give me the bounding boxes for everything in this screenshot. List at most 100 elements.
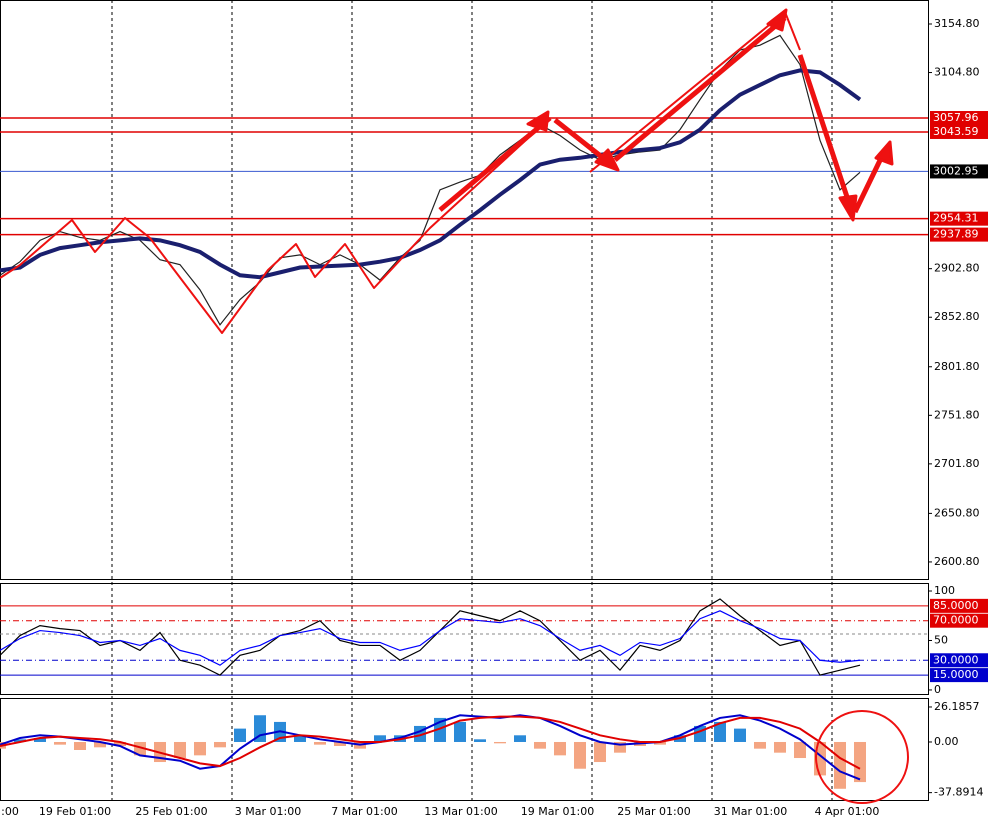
x-tick-label: :00 [1, 805, 19, 818]
annotations [0, 8, 909, 804]
time-separators [111, 0, 833, 800]
level-label: 30.0000 [933, 653, 979, 666]
level-label: 3002.95 [933, 164, 979, 177]
level-label: 2954.31 [933, 212, 979, 225]
x-tick-label: 25 Feb 01:00 [135, 805, 207, 818]
x-tick-label: 7 Mar 01:00 [331, 805, 397, 818]
series-line [0, 68, 862, 280]
zigzag [0, 117, 551, 334]
histogram-bar [854, 741, 866, 783]
y-tick-label: 2902.80 [934, 262, 980, 275]
y-tick-label: 3104.80 [934, 66, 980, 79]
histogram-bar [534, 741, 546, 749]
oscillator-panel [0, 583, 929, 695]
histogram-bar [774, 741, 786, 753]
histogram-bar [314, 741, 326, 745]
y-tick-label: 50 [934, 633, 948, 646]
histogram-bar [134, 741, 146, 756]
level-tag [930, 124, 988, 139]
histogram-bar [294, 735, 306, 742]
arrow [613, 16, 787, 162]
level-label: 85.0000 [933, 599, 979, 612]
series-line [0, 34, 861, 326]
y-tick-label: 2600.80 [934, 555, 980, 568]
macd-panel [0, 698, 929, 801]
histogram-bar [654, 741, 666, 745]
arrowhead [766, 8, 788, 32]
histogram-bar [34, 737, 46, 742]
x-tick-label: 13 Mar 01:00 [424, 805, 497, 818]
x-tick-label: 25 Mar 01:00 [617, 805, 690, 818]
arrowhead [874, 140, 894, 166]
histogram-bar [514, 735, 526, 742]
level-label: 3043.59 [933, 125, 979, 138]
arrowhead [526, 110, 550, 132]
histogram-bar [474, 739, 486, 742]
series-line [0, 715, 861, 770]
histogram-bar [234, 728, 246, 742]
histogram-bar [454, 721, 466, 742]
y-tick-label: 3154.80 [934, 17, 980, 30]
x-tick-label: 19 Mar 01:00 [521, 805, 594, 818]
histogram-bar [74, 741, 86, 751]
histogram-bar [54, 741, 66, 745]
plot: 3154.80 3104.80 2902.80 2852.80 2801.80 2751.… [0, 17, 988, 818]
level-label: 15.0000 [933, 668, 979, 681]
histogram-bar [94, 741, 106, 748]
histogram-bar [494, 741, 506, 744]
y-tick-label: 2650.80 [934, 506, 980, 519]
histogram-bar [574, 741, 586, 769]
histogram-bar [214, 741, 226, 748]
histogram-bar [554, 741, 566, 756]
arrowhead [594, 148, 620, 172]
y-tick-label: 2751.80 [934, 408, 980, 421]
histogram-bar [834, 741, 846, 789]
level-tag [930, 164, 988, 179]
arrow [438, 116, 552, 212]
x-tick-label: 19 Feb 01:00 [39, 805, 111, 818]
series-line [0, 714, 861, 781]
histogram-bar [594, 741, 606, 763]
y-tick-label: 100 [934, 584, 955, 597]
series-line [0, 610, 861, 666]
histogram-bar [14, 739, 26, 742]
level-label: 3057.96 [933, 111, 979, 124]
level-label: 2937.89 [933, 228, 979, 241]
y-tick-label: -37.8914 [934, 786, 983, 799]
y-tick-label: 2852.80 [934, 310, 980, 323]
histogram-bar [174, 741, 186, 759]
arrowhead [838, 194, 858, 222]
histogram-bar [754, 741, 766, 749]
level-tag [930, 111, 988, 126]
main-panel [0, 0, 929, 580]
histogram-bar [374, 735, 386, 742]
histogram-bar [714, 721, 726, 742]
histogram-bar [794, 741, 806, 759]
arrow [797, 54, 855, 213]
highlight-circle [815, 710, 909, 804]
y-tick-label: 2701.80 [934, 457, 980, 470]
x-tick-label: 4 Apr 01:00 [815, 805, 880, 818]
panel-frames [0, 0, 929, 801]
x-tick-label: 31 Mar 01:00 [714, 805, 787, 818]
histogram-bar [194, 741, 206, 756]
histogram-bar [114, 741, 126, 746]
level-tag [930, 598, 988, 613]
level-tag [930, 227, 988, 242]
y-tick-label: 26.1857 [934, 700, 980, 713]
y-tick-label: 0 [934, 683, 941, 696]
level-tag [930, 668, 988, 683]
y-tick-label: 0.00 [934, 735, 959, 748]
series-line [0, 598, 861, 676]
level-tag [930, 653, 988, 668]
y-tick-label: 2801.80 [934, 360, 980, 373]
level-tag [930, 613, 988, 628]
histogram-bar [734, 728, 746, 742]
x-tick-label: 3 Mar 01:00 [235, 805, 301, 818]
level-label: 70.0000 [933, 614, 979, 627]
level-tag [930, 211, 988, 226]
histogram-bar [614, 741, 626, 753]
histogram-bar [334, 741, 346, 746]
